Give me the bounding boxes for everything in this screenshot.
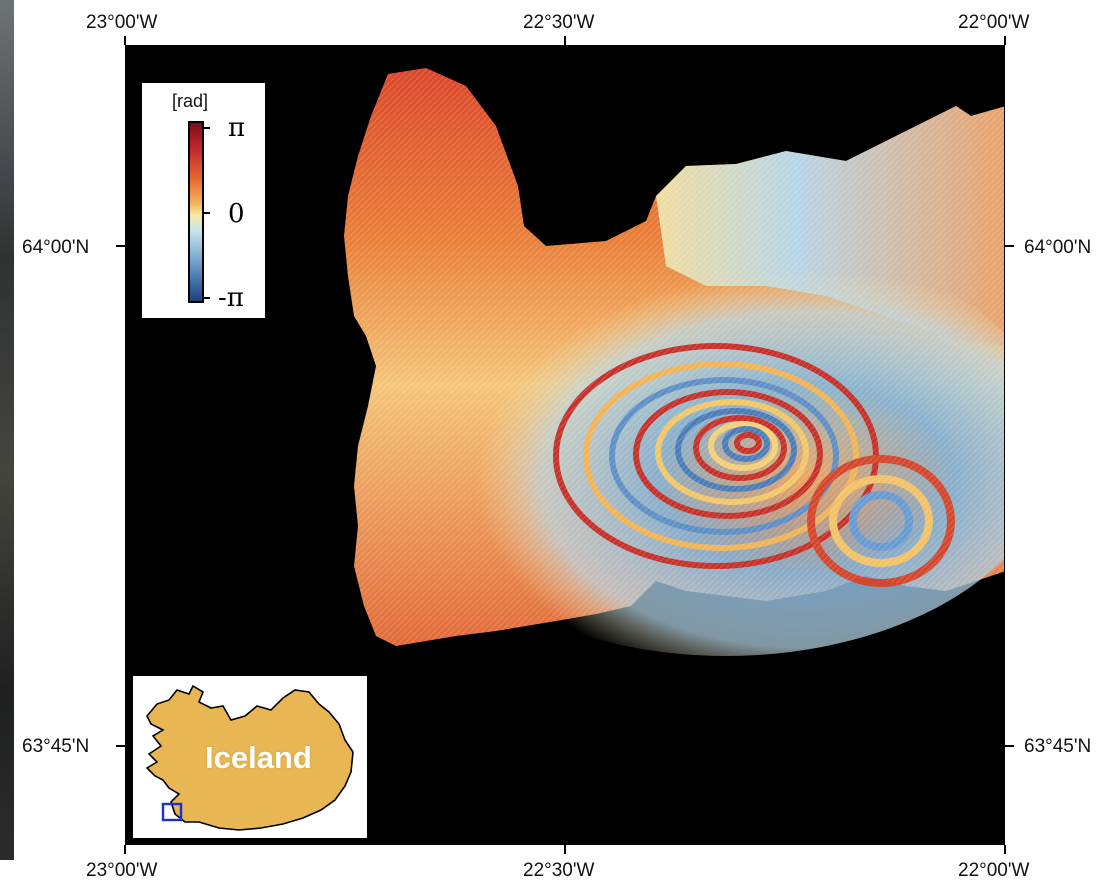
top-tick-label: 23°00'W — [86, 12, 158, 33]
bottom-tick-label: 22°30'W — [523, 860, 595, 881]
iceland-outline — [145, 684, 354, 831]
left-tick-label: 64°00'N — [22, 237, 90, 258]
colorbar-tick — [204, 297, 210, 299]
colorbar-tick — [204, 212, 210, 214]
tick-mark — [564, 36, 566, 45]
interferogram-svg — [344, 68, 1004, 656]
bottom-tick-label: 22°00'W — [958, 860, 1030, 881]
tick-mark — [116, 745, 125, 747]
tick-mark — [116, 245, 125, 247]
tick-mark — [124, 36, 126, 45]
tick-mark — [564, 845, 566, 854]
iceland-label: Iceland — [205, 740, 312, 775]
colorbar-unit: [rad] — [172, 91, 209, 111]
right-tick-label: 64°00'N — [1024, 237, 1092, 258]
tick-mark — [1005, 245, 1014, 247]
tick-mark — [1005, 745, 1014, 747]
colorbar-gradient — [188, 121, 204, 303]
colorbar-max-label: π — [228, 113, 246, 143]
colorbar-tick — [204, 127, 210, 129]
top-tick-label: 22°00'W — [958, 12, 1030, 33]
interferogram-map — [125, 45, 1005, 845]
tick-mark — [124, 845, 126, 854]
colorbar-legend: [rad] π 0 -π — [142, 83, 265, 318]
iceland-inset-map: Iceland — [133, 676, 367, 838]
bottom-tick-label: 23°00'W — [86, 860, 158, 881]
top-tick-label: 22°30'W — [523, 12, 595, 33]
region-box — [161, 802, 183, 822]
right-tick-label: 63°45'N — [1024, 736, 1092, 757]
colorbar-min-label: -π — [218, 283, 244, 313]
tick-mark — [1004, 845, 1006, 854]
tick-mark — [1004, 36, 1006, 45]
terrain-texture — [344, 68, 1004, 646]
iceland-inset-svg — [145, 684, 354, 831]
background-photo-strip — [0, 0, 14, 860]
colorbar-mid-label: 0 — [228, 199, 245, 229]
left-tick-label: 63°45'N — [22, 736, 90, 757]
